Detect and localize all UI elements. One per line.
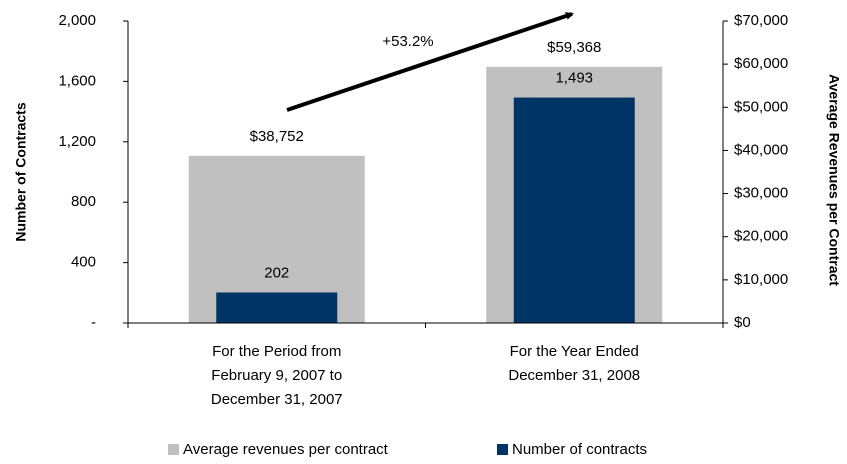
data-label: $38,752	[250, 128, 304, 145]
data-label: 1,493	[555, 70, 593, 87]
y2-tick-label: $30,000	[734, 185, 788, 202]
x-tick-label: For the Year Ended December 31, 2008	[508, 343, 641, 384]
y-tick-label: 400	[71, 254, 96, 271]
y-tick-label: -	[91, 314, 96, 331]
y2-tick-label: $70,000	[734, 12, 788, 29]
legend-label: Number of contracts	[512, 441, 647, 458]
y-tick-label: 1,200	[58, 133, 96, 150]
y-tick-label: 800	[71, 193, 96, 210]
x-tick-label: For the Period from February 9, 2007 to …	[210, 343, 343, 408]
y-tick-label: 2,000	[58, 12, 96, 29]
y2-tick-label: $10,000	[734, 271, 788, 288]
bar	[216, 292, 338, 323]
legend-label: Average revenues per contract	[183, 441, 389, 458]
y2-tick-label: $50,000	[734, 98, 788, 115]
y2-tick-label: $20,000	[734, 228, 788, 245]
y-axis-title: Number of Contracts	[13, 102, 29, 241]
annotation: +53.2%	[382, 33, 433, 50]
data-label: $59,368	[547, 39, 601, 56]
legend-swatch	[497, 444, 508, 455]
y2-tick-label: $40,000	[734, 141, 788, 158]
legend-swatch	[168, 444, 179, 455]
y2-axis-title: Average Revenues per Contract	[826, 74, 842, 286]
bar	[513, 97, 635, 323]
growth-arrow	[286, 12, 574, 112]
y2-tick-label: $0	[734, 314, 751, 331]
y2-tick-label: $60,000	[734, 55, 788, 72]
y-tick-label: 1,600	[58, 72, 96, 89]
data-label: 202	[264, 264, 289, 281]
